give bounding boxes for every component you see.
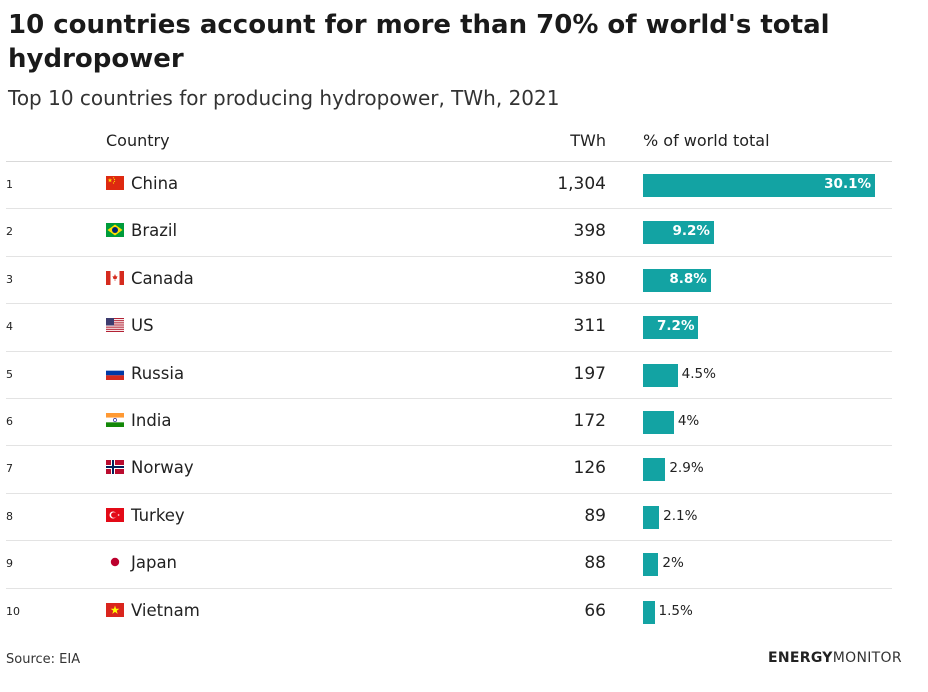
rank-number: 4 [6,320,13,334]
rank-number: 3 [6,272,13,286]
logo-light-text: MONITOR [832,650,902,666]
twh-value: 1,304 [557,174,606,194]
country-name: Vietnam [131,600,200,620]
pct-label: 1.5% [658,602,693,619]
country-name: US [131,316,154,336]
twh-value: 126 [573,458,606,479]
table-row: 2 Brazil 398 9.2% [6,209,892,257]
twh-value: 380 [573,268,606,289]
country-name: Japan [131,553,178,573]
country-name: Turkey [131,505,185,525]
twh-column-header: TWh [570,131,606,150]
rank-number: 2 [6,225,13,239]
pct-bar [643,553,659,577]
pct-label: 4% [677,412,700,429]
chart-title: 10 countries account for more than 70% o… [8,10,830,74]
twh-value: 88 [584,553,606,574]
rank-number: 5 [6,367,13,381]
pct-label: 2% [662,555,684,572]
pct-column-header: % of world total [643,131,770,150]
pct-label: 9.2% [672,223,710,240]
pct-bar [643,363,678,387]
country-name: Brazil [131,221,178,241]
rank-number: 7 [6,462,13,476]
pct-label: 8.8% [669,270,707,287]
table-row: 1 China 1,304 30.1% [6,162,892,210]
country-name: China [131,174,179,193]
russia-flag-icon [106,365,124,380]
rank-number: 9 [6,557,13,571]
country-name: India [131,410,172,430]
logo-bold-text: ENERGY [768,650,833,666]
vietnam-flag-icon [106,602,124,617]
norway-flag-icon [106,460,124,475]
japan-flag-icon [106,555,124,570]
canada-flag-icon [106,270,124,285]
pct-bar [643,458,666,482]
turkey-flag-icon [106,507,124,522]
twh-value: 398 [573,221,606,242]
twh-value: 172 [573,410,606,431]
country-name: Norway [131,458,194,478]
twh-value: 66 [584,600,606,621]
india-flag-icon [106,412,124,427]
pct-label: 4.5% [681,365,716,382]
pct-label: 30.1% [824,176,871,192]
country-name: Russia [131,363,185,383]
table-row: 9 Japan 88 2% [6,541,892,589]
table-row: 3 Canada 380 8.8% [6,257,892,305]
pct-label: 2.1% [663,507,698,524]
table-row: 10 Vietnam 66 1.5% [6,589,892,635]
pct-label: 7.2% [657,318,695,335]
hydropower-table: Country TWh % of world total 1 China 1,304… [6,124,892,635]
pct-bar [643,174,875,197]
brazil-flag-icon [106,223,124,238]
country-name: Canada [131,268,194,288]
pct-bar [643,600,655,624]
rank-number: 1 [6,178,13,191]
table-row: 6 India 172 4% [6,399,892,447]
twh-value: 89 [584,505,606,526]
us-flag-icon [106,318,124,333]
energy-monitor-logo: ENERGYMONITOR [768,650,902,666]
pct-bar [643,221,714,245]
pct-bar [643,410,674,434]
rank-number: 6 [6,414,13,428]
table-row: 5 Russia 197 4.5% [6,352,892,399]
pct-bar [643,268,711,292]
pct-bar [643,505,660,529]
twh-value: 197 [573,363,606,384]
pct-bar [643,316,699,340]
table-row: 4 US 311 7.2% [6,304,892,352]
table-body: 1 China 1,304 30.1% 2 Brazil 398 9.2% 3 Canada 380… [6,162,892,635]
table-header: Country TWh % of world total [6,124,892,162]
country-column-header: Country [106,131,170,150]
table-row: 8 Turkey 89 2.1% [6,494,892,542]
source-note: Source: EIA [6,652,81,667]
rank-number: 10 [6,604,20,618]
twh-value: 311 [573,316,606,337]
rank-number: 8 [6,509,13,523]
chart-subtitle: Top 10 countries for producing hydropowe… [8,86,560,110]
pct-label: 2.9% [669,460,704,477]
china-flag-icon [106,176,124,190]
table-row: 7 Norway 126 2.9% [6,446,892,494]
